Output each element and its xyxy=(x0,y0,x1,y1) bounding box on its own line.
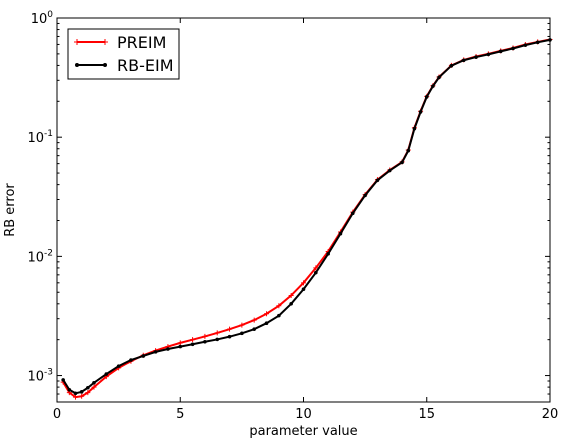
data-point-rb-eim xyxy=(474,55,478,59)
data-point-rb-eim xyxy=(166,347,170,351)
legend-label-rb-eim: RB-EIM xyxy=(117,56,174,75)
data-point-rb-eim xyxy=(264,321,269,325)
data-point-rb-eim xyxy=(79,390,84,394)
data-point-rb-eim xyxy=(498,49,503,54)
data-point-preim xyxy=(239,322,245,328)
y-tick-base: 10 xyxy=(27,250,44,265)
legend-label-preim: PREIM xyxy=(117,33,166,52)
data-point-preim xyxy=(313,265,319,271)
data-point-rb-eim xyxy=(406,148,411,153)
x-tick-label: 5 xyxy=(176,407,184,422)
legend-marker xyxy=(102,39,108,45)
y-tick-base: 10 xyxy=(31,12,48,27)
series-layer xyxy=(60,37,553,400)
data-point-rb-eim xyxy=(178,344,183,349)
y-tick-label: 10-2 xyxy=(27,248,53,265)
y-tick-base: 10 xyxy=(27,131,44,146)
data-point-rb-eim xyxy=(351,211,355,216)
data-point-preim xyxy=(276,303,282,309)
x-tick-label: 10 xyxy=(295,407,312,422)
y-tick-label: 10-1 xyxy=(27,129,53,146)
data-point-preim xyxy=(214,330,220,336)
data-point-rb-eim xyxy=(215,337,220,342)
data-point-preim xyxy=(91,384,97,390)
y-axis-label: RB error xyxy=(3,183,18,237)
data-point-rb-eim xyxy=(86,385,90,390)
data-point-rb-eim xyxy=(203,339,207,344)
data-point-rb-eim xyxy=(240,331,244,336)
data-point-preim xyxy=(227,326,233,332)
data-point-preim xyxy=(301,280,306,286)
y-tick-label: 100 xyxy=(31,10,54,27)
legend: PREIM RB-EIM xyxy=(67,28,180,80)
data-point-preim xyxy=(264,311,270,317)
data-point-rb-eim xyxy=(437,75,441,80)
data-point-rb-eim xyxy=(301,287,306,292)
data-point-rb-eim xyxy=(190,342,195,347)
data-point-rb-eim xyxy=(511,46,515,51)
x-tick-label: 20 xyxy=(542,407,559,422)
data-point-rb-eim xyxy=(67,387,72,392)
data-point-rb-eim xyxy=(141,354,146,358)
data-point-rb-eim xyxy=(227,334,232,339)
data-point-rb-eim xyxy=(338,231,343,236)
data-point-preim xyxy=(72,394,78,400)
legend-marker xyxy=(103,63,107,67)
data-point-rb-eim xyxy=(61,378,65,382)
data-point-rb-eim xyxy=(277,313,281,318)
data-point-preim xyxy=(202,333,208,339)
y-tick-exponent: -3 xyxy=(44,368,53,378)
data-point-rb-eim xyxy=(461,58,466,63)
legend-marker xyxy=(75,63,79,67)
data-point-rb-eim xyxy=(449,63,454,68)
x-tick-label: 15 xyxy=(418,407,435,422)
data-point-rb-eim xyxy=(116,364,121,368)
plot-area xyxy=(57,18,550,402)
data-point-preim xyxy=(190,337,196,343)
data-point-preim xyxy=(177,340,183,346)
data-point-rb-eim xyxy=(424,95,429,99)
data-point-rb-eim xyxy=(431,84,435,88)
y-tick-exponent: -2 xyxy=(44,248,53,258)
data-point-rb-eim xyxy=(73,391,78,396)
data-point-rb-eim xyxy=(92,380,96,385)
data-point-preim xyxy=(288,292,294,298)
data-point-rb-eim xyxy=(418,110,423,114)
data-point-rb-eim xyxy=(363,193,367,198)
y-tick-exponent: 0 xyxy=(47,10,53,20)
data-point-preim xyxy=(79,393,85,399)
data-point-rb-eim xyxy=(289,302,293,306)
data-point-rb-eim xyxy=(375,178,380,183)
data-point-rb-eim xyxy=(129,358,133,362)
data-point-rb-eim xyxy=(387,168,392,173)
y-tick-base: 10 xyxy=(27,370,44,385)
data-point-rb-eim xyxy=(412,126,417,131)
data-point-rb-eim xyxy=(486,52,491,57)
data-point-rb-eim xyxy=(326,252,330,256)
series-line-rb-eim xyxy=(62,38,551,395)
data-point-preim xyxy=(85,390,91,396)
data-point-preim xyxy=(251,317,257,323)
data-point-rb-eim xyxy=(314,270,318,275)
x-axis-label: parameter value xyxy=(249,424,357,439)
y-tick-exponent: -1 xyxy=(44,129,53,139)
data-point-rb-eim xyxy=(252,327,256,331)
data-point-rb-eim xyxy=(104,372,109,376)
y-tick-label: 10-3 xyxy=(27,368,53,385)
data-point-rb-eim xyxy=(535,40,540,45)
data-point-rb-eim xyxy=(400,160,404,165)
legend-marker xyxy=(74,39,80,45)
x-tick-label: 0 xyxy=(53,407,61,422)
plot-frame xyxy=(56,17,551,403)
data-point-rb-eim xyxy=(523,43,528,47)
data-point-rb-eim xyxy=(153,350,158,354)
legend-box xyxy=(67,28,180,80)
